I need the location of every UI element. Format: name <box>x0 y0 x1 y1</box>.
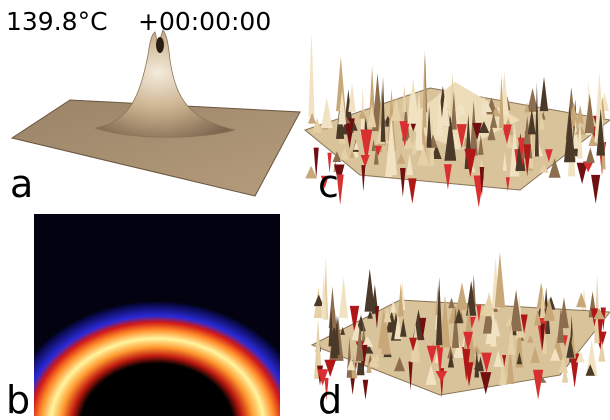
surface-spike <box>591 175 600 204</box>
panel-label: b <box>6 378 30 420</box>
heatmap <box>34 214 280 416</box>
panel-c: c <box>305 32 610 208</box>
panel-label: d <box>318 378 342 420</box>
surface-spike <box>363 380 369 400</box>
temperature: 139.8°C <box>6 7 108 36</box>
surface-spike <box>400 168 406 197</box>
surface-spike <box>540 77 548 111</box>
surface-spike <box>585 94 595 133</box>
surface-spike <box>308 32 314 117</box>
figure: 139.8°C +00:00:00 a b c d <box>0 0 610 420</box>
surface-spike <box>305 166 317 179</box>
panel-a: a <box>10 30 300 206</box>
surface-spike <box>339 277 348 318</box>
surface-spike <box>586 148 595 163</box>
surface-spike <box>361 165 365 192</box>
panel-d: d <box>312 252 610 420</box>
elapsed-time: +00:00:00 <box>138 7 271 36</box>
peak-crater <box>156 37 164 53</box>
surface-spike <box>533 370 543 400</box>
surface-spike <box>329 287 337 328</box>
surface-spike <box>321 97 333 127</box>
panel-label: c <box>318 162 339 206</box>
panel-label: a <box>10 162 33 206</box>
panel-b: b <box>6 214 280 420</box>
surface-spike <box>348 83 356 112</box>
surface-spike <box>456 282 468 310</box>
surface-spike <box>408 178 416 203</box>
